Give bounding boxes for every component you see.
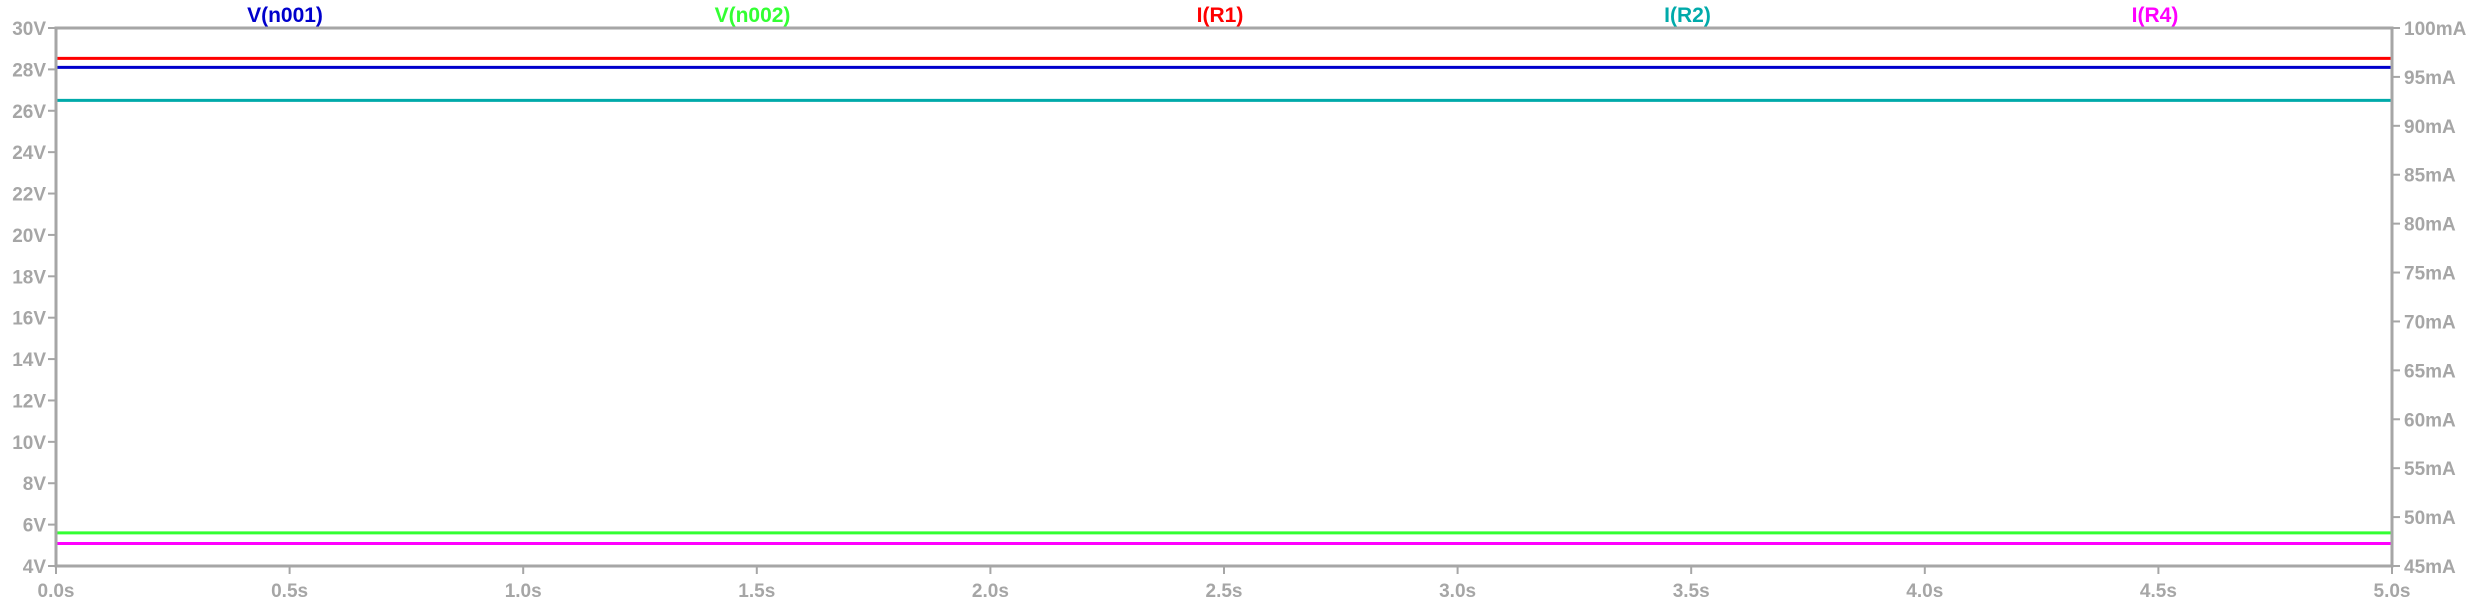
legend-item[interactable]: I(R4) [2132,4,2179,27]
x-tick-label: 5.0s [2374,581,2411,602]
x-tick-label: 3.5s [1673,581,1710,602]
legend: V(n001) V(n002) I(R1) I(R2) I(R4) [247,4,2178,27]
traces [56,56,2392,546]
x-tick-label: 4.0s [1906,581,1943,602]
y-left-tick-label: 4V [23,557,47,578]
legend-item[interactable]: V(n002) [715,4,791,27]
x-tick-label: 1.0s [505,581,542,602]
y-left-tick-label: 6V [23,516,47,537]
legend-item[interactable]: I(R1) [1197,4,1244,27]
y-left-tick-label: 22V [12,185,46,206]
y-left-tick-label: 16V [12,309,46,330]
y-right-tick-label: 100mA [2404,19,2467,40]
x-tick-label: 2.0s [972,581,1009,602]
y-left-tick-label: 24V [12,143,46,164]
y-left-tick-label: 10V [12,433,46,454]
y-right-tick-label: 45mA [2404,557,2456,578]
x-tick-label: 0.5s [271,581,308,602]
y-left-tick-label: 30V [12,19,46,40]
x-axis: 0.0s 0.5s 1.0s 1.5s 2.0s 2.5s 3.0s 3.5s 4.0s 4.5s… [38,566,2411,602]
y-left-tick-label: 14V [12,350,46,371]
x-tick-label: 0.0s [38,581,75,602]
y-left-tick-label: 28V [12,60,46,81]
y-right-tick-label: 55mA [2404,459,2456,480]
y-right-tick-label: 65mA [2404,361,2456,382]
x-tick-label: 2.5s [1206,581,1243,602]
x-tick-label: 3.0s [1439,581,1476,602]
plot-frame [54,26,2394,568]
x-tick-label: 4.5s [2140,581,2177,602]
y-left-tick-label: 12V [12,391,46,412]
y-left-tick-label: 18V [12,267,46,288]
legend-item[interactable]: I(R2) [1664,4,1711,27]
y-right-tick-label: 80mA [2404,215,2456,236]
y-left-tick-label: 8V [23,474,47,495]
legend-item[interactable]: V(n001) [247,4,323,27]
y-axis-left: 4V 6V 8V 10V 12V 14V 16V 18V 20V 22V 24V 26V 28V 30V [12,19,56,578]
y-right-tick-label: 70mA [2404,312,2456,333]
y-left-tick-label: 26V [12,102,46,123]
y-left-tick-label: 20V [12,226,46,247]
x-tick-label: 1.5s [738,581,775,602]
y-right-tick-label: 90mA [2404,117,2456,138]
y-right-tick-label: 85mA [2404,166,2456,187]
y-right-tick-label: 50mA [2404,508,2456,529]
y-right-tick-label: 60mA [2404,410,2456,431]
y-axis-right: 45mA 50mA 55mA 60mA 65mA 70mA 75mA 80mA 85mA 90mA… [2392,19,2467,578]
y-right-tick-label: 95mA [2404,68,2456,89]
y-right-tick-label: 75mA [2404,264,2456,285]
